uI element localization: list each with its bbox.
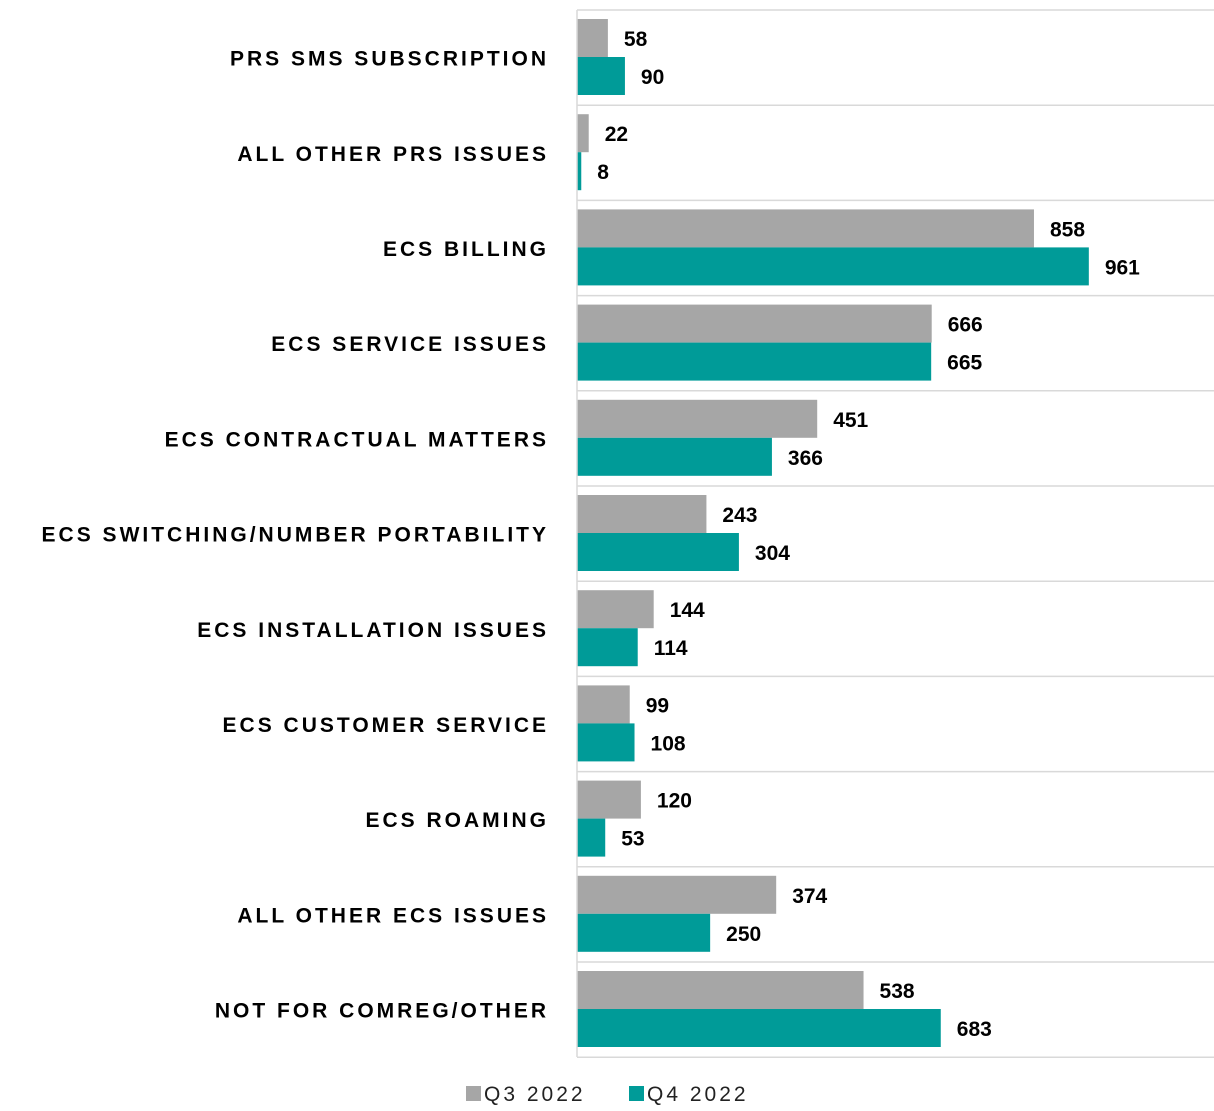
- data-label: 366: [788, 447, 823, 470]
- bar-q4-2022: [577, 152, 582, 191]
- data-label: 243: [722, 504, 757, 527]
- data-label: 108: [651, 732, 686, 755]
- bar-q3-2022: [577, 971, 864, 1009]
- bar-q4-2022: [577, 723, 635, 762]
- bar-q4-2022: [577, 913, 711, 952]
- data-label: 451: [833, 409, 868, 432]
- bar-q3-2022: [577, 875, 777, 914]
- data-label: 58: [624, 28, 648, 51]
- bar-q3-2022: [577, 495, 707, 533]
- value-labels: 58 90 22 8 858 961 666 665 451 366 243 304 144 114 99 1…: [597, 28, 1140, 1041]
- category-label: ECS SWITCHING/NUMBER PORTABILITY: [42, 524, 549, 547]
- bar-q3-2022: [577, 114, 589, 153]
- category-label: NOT FOR COMREG/OTHER: [215, 1000, 549, 1023]
- bar-q3-2022: [577, 399, 818, 438]
- bar-q3-2022: [577, 685, 630, 724]
- bar-q4-2022: [577, 1009, 941, 1047]
- data-label: 22: [605, 123, 628, 146]
- bar-q3-2022: [577, 304, 932, 343]
- bar-q4-2022: [577, 818, 606, 857]
- bar-q3-2022: [577, 780, 641, 819]
- category-labels: PRS SMS SUBSCRIPTION ALL OTHER PRS ISSUES…: [42, 48, 549, 1023]
- legend-swatch-q4-2022: [629, 1086, 644, 1101]
- category-label: ECS CUSTOMER SERVICE: [223, 714, 549, 737]
- bar-q3-2022: [577, 19, 608, 57]
- data-label: 304: [755, 542, 790, 565]
- data-label: 665: [947, 352, 982, 375]
- data-label: 961: [1105, 256, 1140, 279]
- grid-lines: [577, 9, 1214, 1058]
- bar-q4-2022: [577, 628, 638, 667]
- data-label: 8: [597, 161, 609, 184]
- legend-swatch-q3-2022: [466, 1086, 481, 1101]
- bar-q4-2022: [577, 437, 772, 476]
- category-label: ECS BILLING: [383, 238, 549, 261]
- bar-q4-2022: [577, 342, 932, 381]
- legend: Q3 2022 Q4 2022: [466, 1083, 749, 1106]
- category-label: PRS SMS SUBSCRIPTION: [230, 48, 549, 71]
- legend-label: Q4 2022: [647, 1083, 749, 1106]
- bar-q4-2022: [577, 57, 625, 95]
- data-label: 666: [948, 314, 983, 337]
- data-label: 683: [957, 1018, 992, 1041]
- data-label: 99: [646, 694, 669, 717]
- data-label: 90: [641, 66, 664, 89]
- data-label: 53: [621, 828, 644, 851]
- bar-q4-2022: [577, 533, 739, 571]
- category-label: ECS SERVICE ISSUES: [271, 333, 549, 356]
- data-label: 538: [880, 980, 915, 1003]
- data-label: 858: [1050, 218, 1085, 241]
- data-label: 374: [792, 885, 827, 908]
- legend-label: Q3 2022: [484, 1083, 586, 1106]
- data-label: 120: [657, 790, 692, 813]
- data-label: 144: [670, 599, 705, 622]
- category-label: ECS ROAMING: [365, 809, 549, 832]
- category-label: ALL OTHER PRS ISSUES: [237, 143, 549, 166]
- category-label: ECS CONTRACTUAL MATTERS: [165, 428, 549, 451]
- bar-q4-2022: [577, 247, 1089, 286]
- category-label: ALL OTHER ECS ISSUES: [237, 904, 549, 927]
- bars: [577, 19, 1089, 1047]
- bar-q3-2022: [577, 209, 1034, 248]
- data-label: 114: [654, 637, 688, 660]
- category-label: ECS INSTALLATION ISSUES: [197, 619, 549, 642]
- bar-q3-2022: [577, 590, 654, 629]
- data-label: 250: [726, 923, 761, 946]
